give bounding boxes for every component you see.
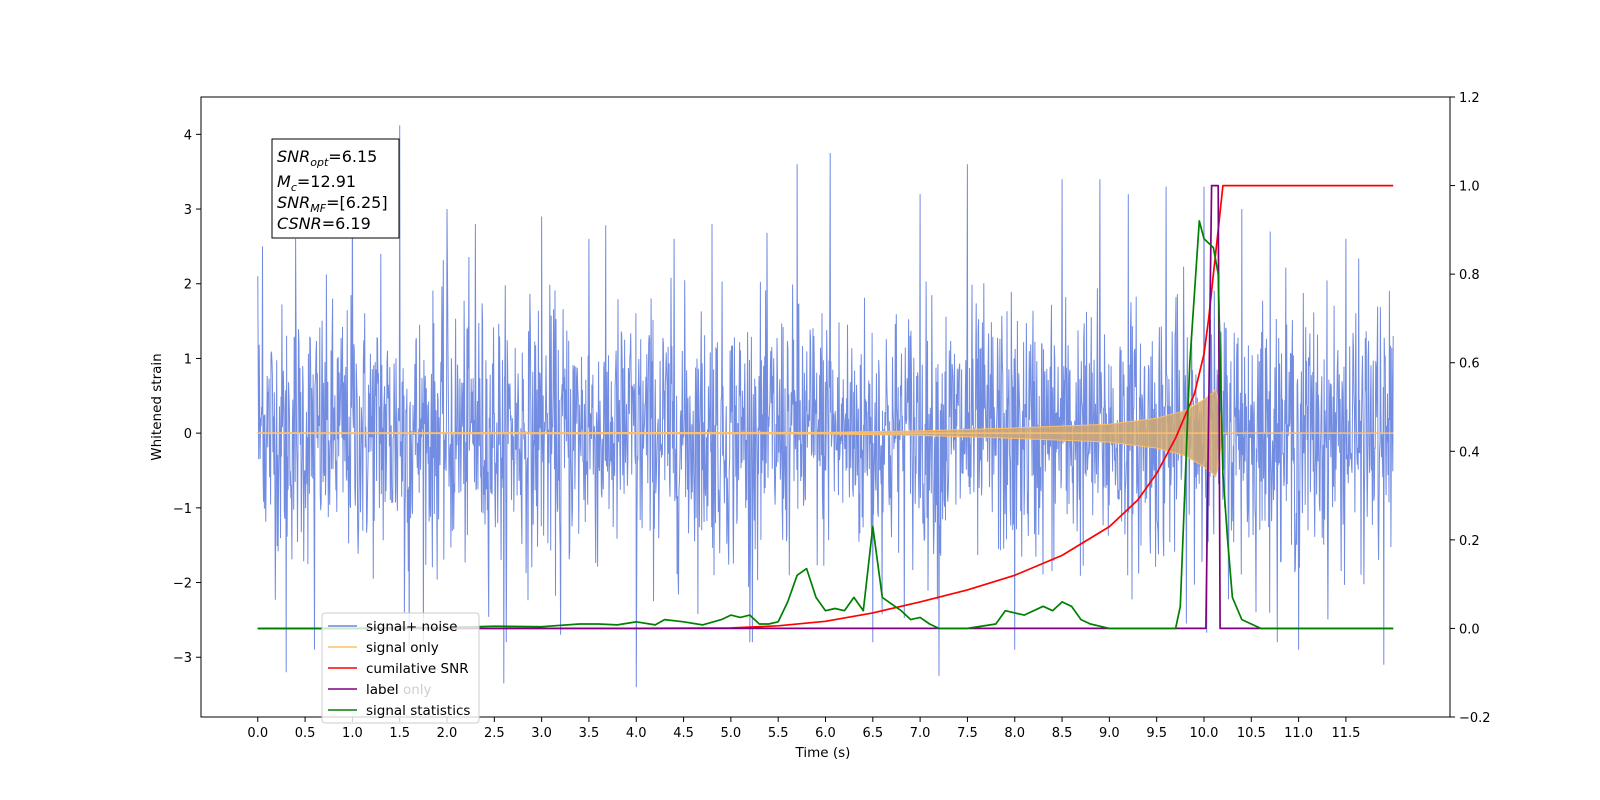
annotation-snr-opt: SNRopt=6.15: [277, 147, 377, 169]
legend-label-signal-statistics: signal statistics: [366, 703, 470, 719]
y-left-tick-label: 0: [184, 427, 192, 442]
x-axis: 0.0 0.5 1.0 1.5 2.0 2.5 3.0 3.5 4.0 4.5 5.0 5.5 6.0 6…: [247, 717, 1360, 741]
x-tick-label: 4.5: [673, 726, 694, 741]
y-right-tick-label: 0.8: [1459, 268, 1480, 283]
y-left-tick-label: −1: [173, 502, 192, 517]
x-tick-label: 6.0: [815, 726, 836, 741]
x-tick-label: 6.5: [862, 726, 883, 741]
legend-frame: [321, 612, 480, 724]
y-left-tick-label: 3: [184, 203, 192, 218]
y-right-tick-label: 0.2: [1459, 534, 1480, 549]
legend-label-label: label: [366, 682, 399, 698]
legend-entry-signal-statistics: signal statistics: [328, 703, 470, 719]
legend-label-signal-noise: signal+ noise: [366, 619, 457, 635]
legend-label-signal-only: signal only: [366, 640, 439, 656]
legend-entry-cumulative-snr: cumilative SNR: [328, 661, 469, 677]
y-left-tick-label: 1: [184, 352, 192, 367]
x-tick-label: 1.5: [389, 726, 410, 741]
x-tick-label: 10.0: [1190, 726, 1219, 741]
y-right-tick-label: 0.6: [1459, 357, 1480, 372]
x-tick-label: 10.5: [1237, 726, 1266, 741]
y-right-tick-label: −0.2: [1459, 711, 1491, 726]
plot-area: [257, 125, 1394, 688]
legend: signal+ noise signal only cumilative SNR…: [321, 612, 480, 724]
x-tick-label: 7.5: [957, 726, 978, 741]
y-axis-label: Whitened strain: [149, 353, 165, 460]
y-right-tick-label: 1.0: [1459, 180, 1480, 195]
annotation-snr-mf: SNRMF=[6.25]: [277, 193, 388, 215]
x-tick-label: 3.5: [579, 726, 600, 741]
x-tick-label: 9.5: [1146, 726, 1167, 741]
x-tick-label: 7.0: [910, 726, 931, 741]
x-tick-label: 5.5: [768, 726, 789, 741]
y-left-tick-label: −2: [173, 577, 192, 592]
x-tick-label: 0.0: [247, 726, 268, 741]
x-axis-label: Time (s): [795, 745, 851, 761]
series-signal-noise: [257, 125, 1394, 688]
x-tick-label: 9.0: [1099, 726, 1120, 741]
x-tick-label: 5.0: [721, 726, 742, 741]
x-tick-label: 1.0: [342, 726, 363, 741]
y-axis-right: 1.2 1.0 0.8 0.6 0.4 0.2 0.0 −0.2: [1450, 91, 1491, 726]
x-tick-label: 4.0: [626, 726, 647, 741]
series-cumulative-snr: [257, 184, 1394, 630]
series-signal-statistics: [257, 220, 1394, 630]
y-right-tick-label: 0.0: [1459, 622, 1480, 637]
legend-entry-label: label only label: [328, 682, 432, 698]
x-tick-label: 8.5: [1052, 726, 1073, 741]
y-axis-left: 4 3 2 1 0 −1 −2 −3: [173, 128, 201, 666]
y-right-tick-label: 0.4: [1459, 445, 1480, 460]
x-tick-label: 11.5: [1331, 726, 1360, 741]
annotation-mc: Mc=12.91: [277, 172, 356, 194]
y-left-tick-label: 2: [184, 278, 192, 293]
x-tick-label: 2.0: [437, 726, 458, 741]
y-right-tick-label: 1.2: [1459, 91, 1480, 106]
x-tick-label: 3.0: [531, 726, 552, 741]
series-label: [257, 184, 1394, 630]
x-tick-label: 8.0: [1004, 726, 1025, 741]
y-left-tick-label: 4: [184, 128, 192, 143]
legend-entry-signal-noise: signal+ noise: [328, 619, 457, 635]
x-tick-label: 11.0: [1284, 726, 1313, 741]
annotation-csnr: CSNR=6.19: [277, 214, 371, 233]
legend-label-cumulative-snr: cumilative SNR: [366, 661, 469, 677]
legend-hidden-label: label only: [366, 682, 432, 698]
x-tick-label: 2.5: [484, 726, 505, 741]
legend-entry-signal-only: signal only: [328, 640, 439, 656]
x-tick-label: 0.5: [295, 726, 316, 741]
annotation-box: SNRopt=6.15 Mc=12.91 SNRMF=[6.25] CSNR=6…: [271, 138, 400, 239]
y-left-tick-label: −3: [173, 651, 192, 666]
